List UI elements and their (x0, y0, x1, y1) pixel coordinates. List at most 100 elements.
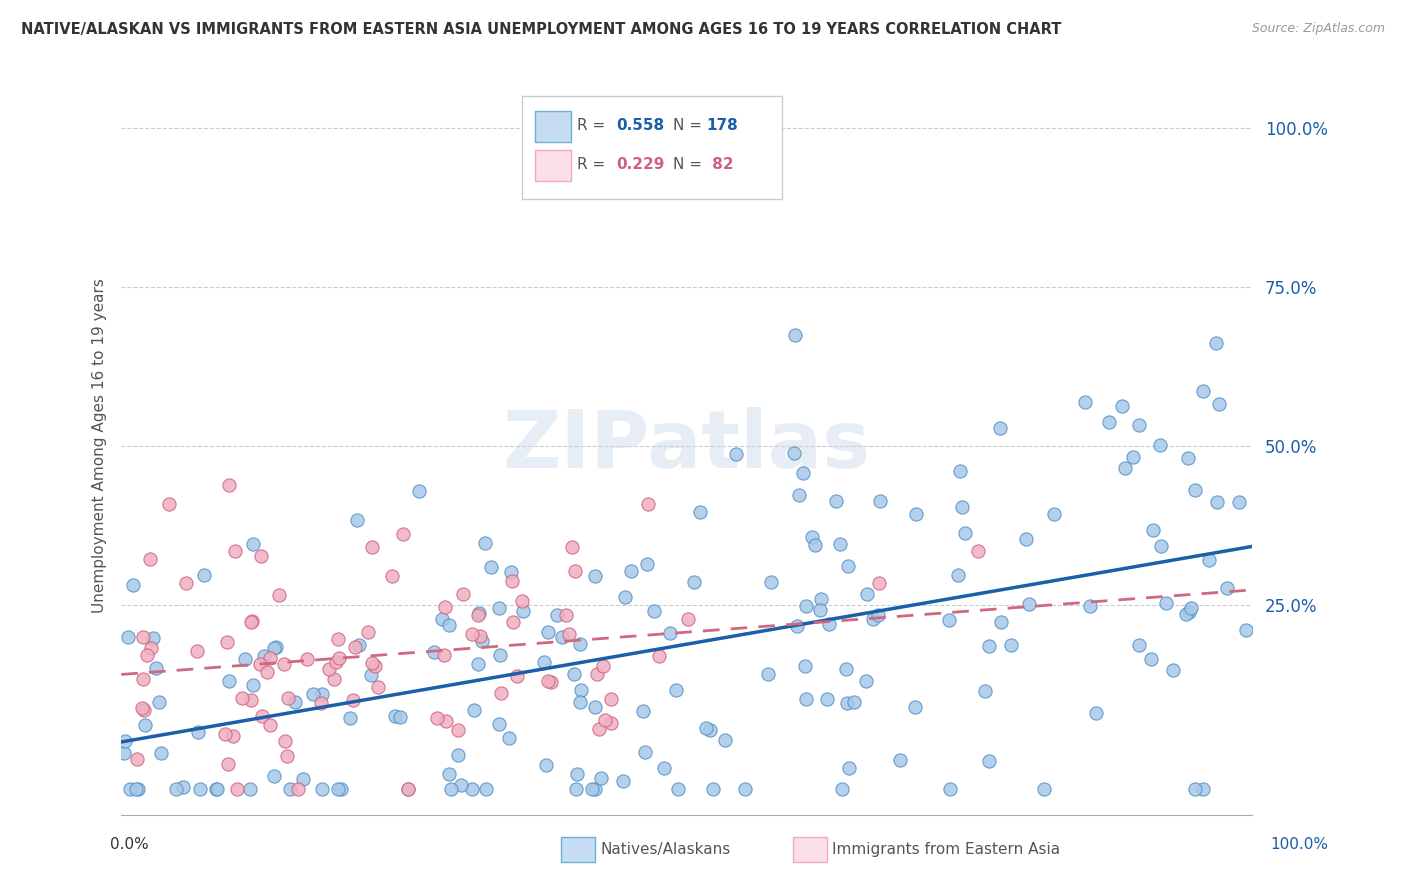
Point (447, 723, 470, 738)
Point (134, 703, 156, 717)
Point (734, 782, 756, 797)
Point (583, 699, 606, 714)
Point (381, 569, 404, 583)
Point (172, 780, 194, 794)
Point (218, 673, 240, 688)
Point (583, 782, 606, 797)
Point (165, 782, 187, 797)
Point (537, 624, 560, 639)
Point (589, 771, 612, 785)
Point (259, 717, 281, 731)
Point (139, 641, 162, 656)
Point (977, 754, 1000, 768)
Point (599, 692, 621, 706)
Point (1032, 782, 1054, 797)
Point (148, 696, 170, 710)
Point (474, 535, 496, 549)
Point (810, 591, 832, 606)
Point (349, 638, 371, 652)
Point (939, 782, 962, 797)
Point (946, 567, 969, 582)
Point (222, 729, 245, 743)
Point (240, 614, 263, 628)
Y-axis label: Unemployment Among Ages 16 to 19 years: Unemployment Among Ages 16 to 19 years (93, 278, 107, 614)
Point (1234, 624, 1257, 638)
Point (1015, 533, 1038, 547)
Point (249, 657, 271, 671)
Point (273, 657, 295, 671)
Point (120, 782, 142, 797)
Point (426, 711, 449, 725)
Point (488, 601, 510, 615)
Point (330, 782, 353, 797)
Point (311, 782, 333, 797)
Point (322, 673, 344, 687)
Point (505, 668, 527, 682)
Point (1128, 639, 1150, 653)
Point (1149, 438, 1171, 452)
Text: 82: 82 (707, 157, 734, 172)
Point (786, 618, 808, 632)
Text: N =: N = (673, 118, 707, 133)
Point (259, 651, 281, 665)
Point (360, 668, 382, 682)
Point (112, 746, 135, 760)
Point (551, 630, 574, 644)
Point (392, 526, 415, 541)
Point (384, 709, 406, 723)
Point (1178, 605, 1201, 619)
Point (783, 446, 806, 460)
Point (794, 599, 817, 613)
Point (599, 715, 621, 730)
Point (713, 733, 735, 747)
Point (794, 659, 817, 673)
Point (510, 594, 533, 608)
Point (142, 632, 165, 646)
Point (702, 782, 724, 797)
Point (488, 717, 510, 731)
Point (1192, 384, 1215, 398)
Point (1184, 782, 1206, 797)
Point (756, 666, 779, 681)
Point (1122, 450, 1144, 464)
Point (699, 723, 721, 738)
Point (250, 708, 273, 723)
Point (1205, 495, 1227, 509)
Point (256, 665, 278, 679)
Point (588, 722, 610, 736)
Point (450, 778, 472, 792)
Point (1114, 461, 1136, 475)
Point (311, 687, 333, 701)
Point (460, 782, 482, 797)
Point (1018, 597, 1040, 611)
Point (830, 536, 852, 550)
Point (139, 551, 162, 566)
Point (648, 648, 671, 663)
Point (263, 641, 285, 656)
Point (467, 657, 489, 671)
Point (1174, 607, 1197, 621)
Point (149, 747, 172, 761)
Point (534, 757, 557, 772)
Point (1140, 651, 1163, 665)
Text: 0.558: 0.558 (616, 118, 665, 133)
Point (904, 700, 927, 714)
Point (475, 782, 498, 797)
Point (471, 633, 494, 648)
Point (467, 608, 489, 623)
Point (468, 607, 491, 621)
Point (512, 604, 534, 618)
Point (565, 766, 588, 780)
Point (725, 447, 748, 461)
Point (447, 747, 470, 762)
Point (242, 537, 264, 551)
Point (1098, 415, 1121, 429)
Point (979, 640, 1001, 654)
Point (593, 713, 616, 727)
Point (1074, 395, 1097, 409)
Point (430, 612, 453, 626)
Point (1192, 782, 1215, 797)
Point (134, 718, 156, 732)
Point (481, 560, 503, 574)
Text: 178: 178 (707, 118, 738, 133)
